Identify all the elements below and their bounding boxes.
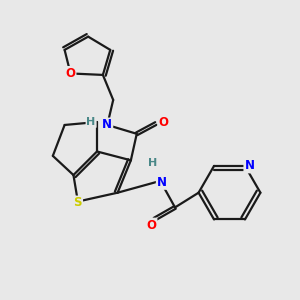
Text: H: H — [148, 158, 158, 168]
Text: N: N — [102, 118, 112, 131]
Text: S: S — [74, 196, 82, 209]
Text: H: H — [86, 117, 96, 127]
Text: O: O — [65, 67, 76, 80]
Text: N: N — [244, 159, 254, 172]
Text: N: N — [157, 176, 167, 189]
Text: O: O — [158, 116, 168, 128]
Text: O: O — [146, 219, 157, 232]
